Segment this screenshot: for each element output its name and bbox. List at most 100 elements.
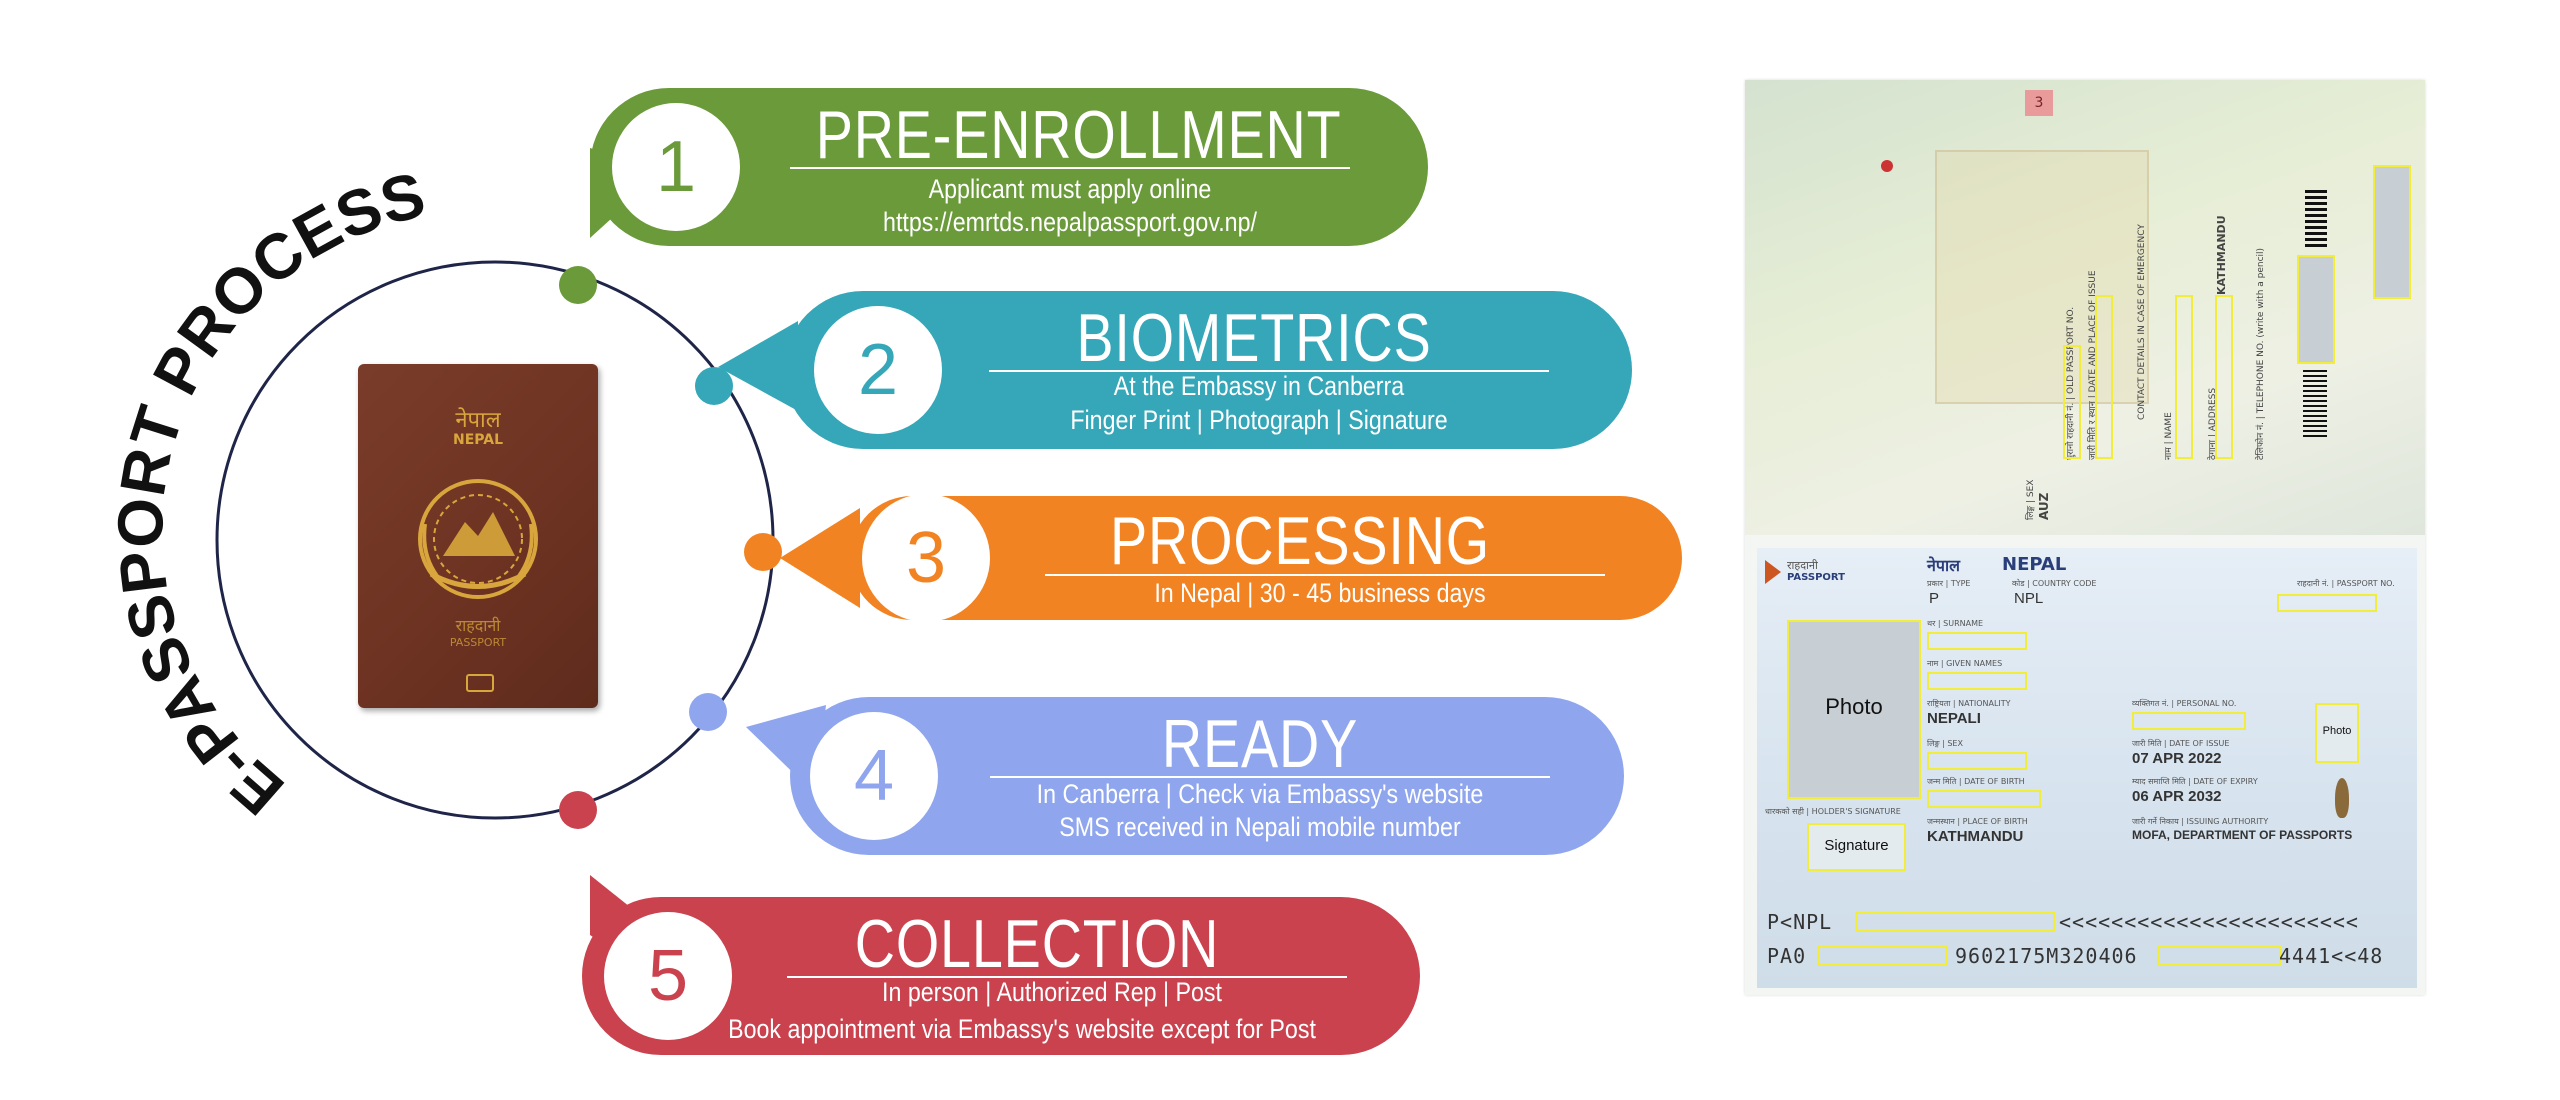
step-2-dot <box>695 367 733 405</box>
name-label: नाम | NAME <box>2164 412 2174 460</box>
pp-personal-no-label: व्यक्तिगत नं. | PERSONAL NO. <box>2132 699 2237 708</box>
step-3-banner: 3 PROCESSING In Nepal | 30 - 45 business… <box>780 494 1682 622</box>
top-sex-label: लिङ्ग | SEX <box>2026 479 2036 520</box>
step-4-banner: 4 READY In Canberra | Check via Embassy'… <box>746 697 1624 855</box>
step-3-dot <box>744 533 782 571</box>
step-1-line-1: Applicant must apply online <box>928 174 1212 204</box>
pp-signature-box: Signature <box>1807 823 1906 871</box>
step-1-rule <box>790 167 1350 169</box>
booklet-country-nepali: नेपाल <box>455 408 501 433</box>
step-3-number: 3 <box>862 494 990 622</box>
step-3-tail <box>780 508 860 608</box>
bird-emblem-icon <box>2335 778 2349 818</box>
telephone-box <box>2297 255 2335 364</box>
booklet-passport-nepali: राहदानी <box>455 616 501 635</box>
pp-surname-box <box>1927 632 2027 650</box>
step-3-rule <box>1045 574 1605 576</box>
pp-country-nepali: नेपाल <box>1927 556 1960 575</box>
step-1-banner: 1 PRE-ENROLLMENT Applicant must apply on… <box>590 88 1428 246</box>
step-4-title: READY <box>1161 706 1359 782</box>
step-2-number: 2 <box>814 306 942 434</box>
pp-sex-label: लिङ्ग | SEX <box>1927 739 1963 748</box>
pp-expiry-value: 06 APR 2032 <box>2132 788 2222 805</box>
page-number: 3 <box>2025 90 2053 116</box>
passport-bio-page: राहदानी PASSPORT नेपाल NEPAL प्रकार | TY… <box>1757 548 2417 988</box>
step-1-title: PRE-ENROLLMENT <box>815 97 1342 173</box>
pp-small-photo: Photo <box>2315 703 2359 763</box>
step-4-tail <box>746 705 826 795</box>
pp-header: PASSPORT <box>1787 572 1846 583</box>
step-2-tail <box>718 321 798 411</box>
passport-data-page-image: 3 लिङ्ग | SEX AUZ पुरानो राहदानी नं. | O… <box>1745 80 2425 995</box>
step-5-dot <box>559 791 597 829</box>
step-5-number: 5 <box>604 912 732 1040</box>
step-1-line-2: https://emrtds.nepalpassport.gov.np/ <box>883 207 1257 237</box>
step-2-banner: 2 BIOMETRICS At the Embassy in Canberra … <box>718 291 1632 449</box>
mrz-line-2-box-b <box>2157 946 2281 966</box>
barcode-icon-top <box>2305 190 2327 250</box>
mrz-line-1-box <box>1855 912 2055 932</box>
pp-signature-label: Signature <box>1824 837 1889 854</box>
issue-place-box <box>2095 295 2113 459</box>
step-1-number: 1 <box>612 103 740 231</box>
step-5-title: COLLECTION <box>854 906 1220 982</box>
pp-passport-no-box <box>2277 594 2377 612</box>
mrz-line-2-mid: 9602175M320406 <box>1955 944 2138 968</box>
pp-country-code-label: कोड | COUNTRY CODE <box>2012 579 2097 588</box>
step-4-dot <box>689 693 727 731</box>
pp-photo-label: Photo <box>1825 694 1883 719</box>
pp-header-nepali: राहदानी <box>1787 559 1818 572</box>
pp-issue-label: जारी मिति | DATE OF ISSUE <box>2132 739 2230 748</box>
pp-dob-box <box>1927 790 2041 808</box>
passport-observations-page: 3 लिङ्ग | SEX AUZ पुरानो राहदानी नं. | O… <box>1745 80 2425 535</box>
mrz-line-1-start: P<NPL <box>1767 910 1833 934</box>
pp-authority-value: MOFA, DEPARTMENT OF PASSPORTS <box>2132 828 2353 842</box>
pp-issue-value: 07 APR 2022 <box>2132 750 2222 767</box>
pp-photo: Photo <box>1787 620 1921 799</box>
pp-given-names-box <box>1927 672 2027 690</box>
mrz-line-2-box-a <box>1817 946 1947 966</box>
mrz-line-2-end: 4441<<48 <box>2279 944 2384 968</box>
telephone-label: टेलिफोन नं. | TELEPHONE NO. (write with … <box>2256 247 2266 460</box>
old-passport-box <box>2063 345 2081 459</box>
pp-passport-no-label: राहदानी नं. | PASSPORT NO. <box>2297 579 2395 588</box>
mrz-line-1-fill: <<<<<<<<<<<<<<<<<<<<<<< <box>2059 910 2359 934</box>
nepal-emblem-icon <box>418 479 538 599</box>
pp-nationality-value: NEPALI <box>1927 710 1981 727</box>
pp-country: NEPAL <box>2002 554 2067 575</box>
step-2-title: BIOMETRICS <box>1076 300 1432 376</box>
pp-expiry-label: म्याद समाप्ति मिति | DATE OF EXPIRY <box>2132 777 2258 786</box>
pp-dob-label: जन्म मिति | DATE OF BIRTH <box>1927 777 2025 786</box>
pp-small-photo-label: Photo <box>2322 725 2352 737</box>
pp-type-label: प्रकार | TYPE <box>1927 579 1971 588</box>
pp-given-names-label: नाम | GIVEN NAMES <box>1927 659 2003 668</box>
top-right-box <box>2373 165 2411 299</box>
step-4-number: 4 <box>810 712 938 840</box>
pp-nationality-label: राष्ट्रियता | NATIONALITY <box>1927 699 2011 708</box>
pp-holder-signature-label: धारकको सही | HOLDER'S SIGNATURE <box>1765 807 1901 816</box>
step-1-dot <box>559 266 597 304</box>
pp-place-of-birth-label: जन्मस्थान | PLACE OF BIRTH <box>1927 817 2028 826</box>
barcode-icon-bottom <box>2303 370 2327 440</box>
top-sex-value: AUZ <box>2037 492 2051 520</box>
step-5-banner: 5 COLLECTION In person | Authorized Rep … <box>582 875 1420 1055</box>
step-3-line-1: In Nepal | 30 - 45 business days <box>1154 578 1486 608</box>
nepal-flag-icon <box>1765 560 1781 584</box>
red-dot-icon <box>1881 160 1893 172</box>
booklet-passport: PASSPORT <box>449 636 507 649</box>
step-2-line-2: Finger Print | Photograph | Signature <box>1070 405 1448 435</box>
pp-country-code-value: NPL <box>2014 590 2044 607</box>
booklet-country: NEPAL <box>452 432 503 448</box>
pp-authority-label: जारी गर्ने निकाय | ISSUING AUTHORITY <box>2132 817 2269 826</box>
mrz-line-2-start: PA0 <box>1767 944 1807 968</box>
contact-address-box <box>2215 295 2233 459</box>
step-4-line-1: In Canberra | Check via Embassy's websit… <box>1036 779 1484 809</box>
pp-sex-box <box>1927 752 2027 770</box>
step-5-line-2: Book appointment via Embassy's website e… <box>728 1014 1316 1044</box>
address-value: KATHMANDU <box>2215 215 2228 295</box>
step-2-line-1: At the Embassy in Canberra <box>1113 371 1405 401</box>
watermark-building-icon <box>1935 150 2149 404</box>
pp-place-of-birth-value: KATHMANDU <box>1927 828 2024 845</box>
passport-booklet-image: नेपाल NEPAL राहदानी PASSPORT <box>358 364 598 708</box>
